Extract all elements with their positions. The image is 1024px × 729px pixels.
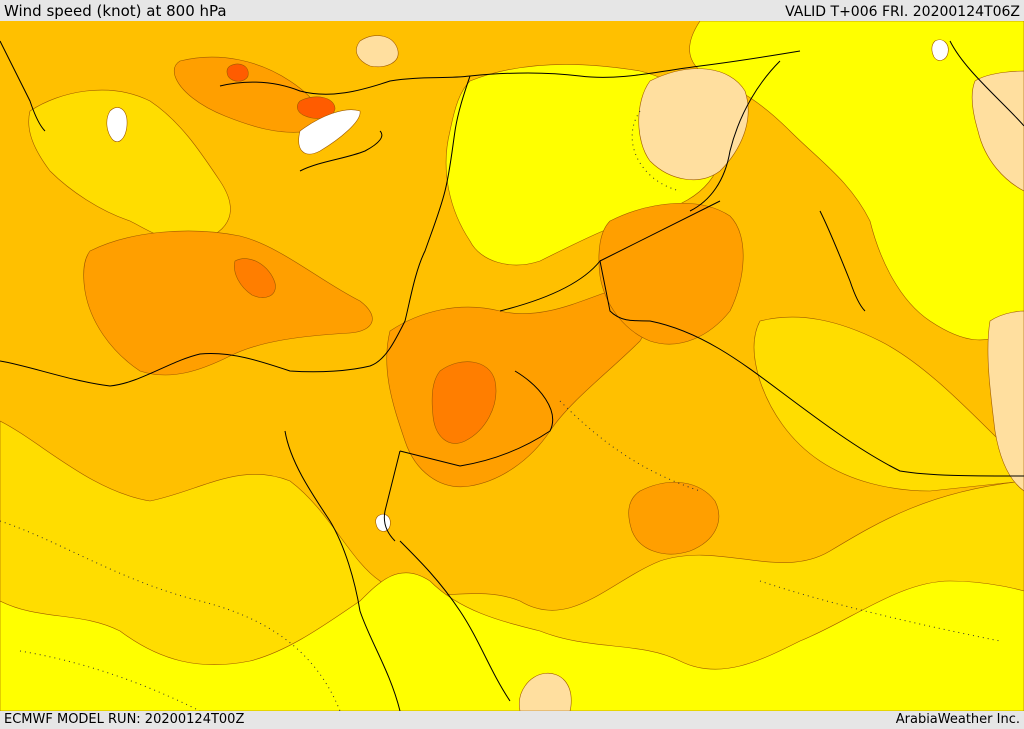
field-orange-iraq [598, 202, 744, 345]
field-orange-north [173, 56, 321, 133]
field-yellow-south [0, 572, 1024, 711]
field-gold-south [0, 420, 1024, 711]
field-red-orange-north [226, 63, 249, 82]
field-orange-egypt [83, 230, 373, 376]
field-peach-south [518, 673, 572, 711]
field-white-2 [298, 109, 361, 155]
wind-speed-map[interactable] [0, 21, 1024, 711]
coastlines [0, 40, 1024, 711]
field-peach-topright [971, 70, 1024, 192]
field-white-3 [375, 513, 391, 532]
field-peach-east [987, 310, 1024, 492]
header-bar: Wind speed (knot) at 800 hPa VALID T+006… [0, 0, 1024, 21]
map-title: Wind speed (knot) at 800 hPa [4, 2, 227, 20]
model-run: ECMWF MODEL RUN: 20200124T00Z [4, 712, 245, 727]
credit: ArabiaWeather Inc. [895, 712, 1020, 727]
footer-bar: ECMWF MODEL RUN: 20200124T00Z ArabiaWeat… [0, 711, 1024, 729]
field-white-1 [106, 107, 128, 143]
valid-time: VALID T+006 FRI. 20200124T06Z [785, 4, 1020, 20]
field-peach-northeast [638, 68, 749, 181]
field-orange-core-2 [234, 258, 276, 298]
field-white-4 [931, 39, 949, 61]
dotted-contours [0, 110, 1001, 711]
field-orange-core [431, 361, 497, 444]
field-peach-cyprus [356, 35, 399, 68]
field-orange-saudi [628, 481, 720, 555]
